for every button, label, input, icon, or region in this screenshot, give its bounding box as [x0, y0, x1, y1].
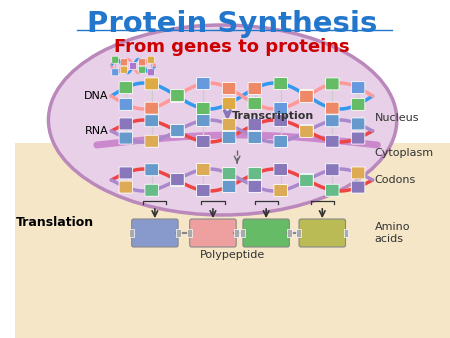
FancyBboxPatch shape [274, 102, 288, 115]
FancyBboxPatch shape [197, 136, 210, 148]
FancyBboxPatch shape [248, 180, 261, 192]
Text: Translation: Translation [16, 217, 94, 230]
Text: Protein Synthesis: Protein Synthesis [87, 10, 378, 38]
FancyBboxPatch shape [274, 185, 288, 196]
FancyBboxPatch shape [119, 98, 133, 110]
FancyBboxPatch shape [300, 174, 313, 186]
FancyBboxPatch shape [325, 78, 339, 90]
Text: Cytoplasm: Cytoplasm [374, 148, 434, 158]
FancyBboxPatch shape [197, 102, 210, 115]
FancyBboxPatch shape [274, 77, 288, 90]
FancyBboxPatch shape [121, 59, 127, 66]
FancyBboxPatch shape [171, 174, 184, 186]
FancyBboxPatch shape [325, 164, 339, 176]
Bar [234, 229, 239, 237]
FancyBboxPatch shape [197, 185, 210, 196]
FancyBboxPatch shape [248, 82, 261, 94]
FancyBboxPatch shape [325, 184, 339, 196]
Text: Nucleus: Nucleus [374, 113, 419, 123]
FancyBboxPatch shape [112, 69, 119, 76]
FancyBboxPatch shape [171, 125, 184, 138]
Bar [296, 229, 301, 237]
FancyBboxPatch shape [300, 125, 313, 138]
FancyBboxPatch shape [119, 132, 133, 144]
FancyBboxPatch shape [145, 135, 158, 147]
FancyBboxPatch shape [119, 82, 133, 94]
Text: RNA: RNA [85, 126, 108, 136]
FancyBboxPatch shape [300, 174, 313, 187]
Bar [240, 229, 245, 237]
FancyBboxPatch shape [112, 56, 119, 63]
FancyBboxPatch shape [190, 219, 236, 247]
FancyBboxPatch shape [197, 164, 210, 175]
FancyBboxPatch shape [145, 102, 158, 114]
FancyBboxPatch shape [139, 59, 145, 66]
FancyBboxPatch shape [171, 90, 184, 101]
FancyBboxPatch shape [300, 91, 313, 102]
FancyBboxPatch shape [325, 102, 339, 114]
FancyBboxPatch shape [121, 66, 127, 73]
FancyBboxPatch shape [325, 115, 339, 127]
Text: Polypeptide: Polypeptide [200, 250, 265, 260]
FancyBboxPatch shape [248, 119, 261, 130]
FancyBboxPatch shape [145, 164, 158, 176]
FancyBboxPatch shape [171, 125, 184, 137]
FancyBboxPatch shape [351, 167, 365, 179]
FancyBboxPatch shape [171, 91, 184, 102]
FancyBboxPatch shape [145, 184, 158, 196]
FancyBboxPatch shape [351, 181, 365, 193]
FancyBboxPatch shape [132, 219, 178, 247]
Text: Transcription: Transcription [232, 111, 315, 121]
Bar [129, 229, 134, 237]
FancyBboxPatch shape [248, 98, 261, 110]
Text: From genes to proteins: From genes to proteins [114, 38, 350, 56]
Ellipse shape [49, 25, 397, 215]
FancyBboxPatch shape [274, 115, 288, 126]
FancyBboxPatch shape [130, 63, 136, 70]
FancyBboxPatch shape [351, 98, 365, 110]
FancyBboxPatch shape [325, 135, 339, 147]
FancyBboxPatch shape [119, 167, 133, 179]
FancyBboxPatch shape [222, 180, 236, 192]
FancyBboxPatch shape [351, 132, 365, 144]
FancyBboxPatch shape [222, 82, 236, 94]
FancyBboxPatch shape [222, 168, 236, 179]
FancyBboxPatch shape [130, 63, 136, 70]
Text: Amino
acids: Amino acids [374, 222, 410, 244]
FancyBboxPatch shape [274, 164, 288, 175]
FancyBboxPatch shape [222, 131, 236, 143]
FancyBboxPatch shape [248, 168, 261, 179]
FancyBboxPatch shape [119, 118, 133, 130]
Bar [343, 229, 348, 237]
FancyBboxPatch shape [299, 219, 346, 247]
FancyBboxPatch shape [145, 78, 158, 90]
FancyBboxPatch shape [300, 125, 313, 137]
FancyBboxPatch shape [171, 174, 184, 187]
FancyBboxPatch shape [243, 219, 289, 247]
FancyBboxPatch shape [222, 98, 236, 110]
FancyBboxPatch shape [148, 56, 154, 63]
Polygon shape [14, 143, 450, 338]
Text: DNA: DNA [84, 91, 108, 101]
FancyBboxPatch shape [351, 82, 365, 94]
FancyBboxPatch shape [119, 181, 133, 193]
Bar [14, 0, 450, 143]
FancyBboxPatch shape [222, 119, 236, 130]
FancyBboxPatch shape [351, 118, 365, 130]
FancyBboxPatch shape [274, 136, 288, 148]
FancyBboxPatch shape [197, 77, 210, 90]
FancyBboxPatch shape [248, 131, 261, 143]
FancyBboxPatch shape [197, 115, 210, 126]
Bar [176, 229, 181, 237]
Bar [187, 229, 192, 237]
Text: Codons: Codons [374, 175, 416, 185]
FancyBboxPatch shape [145, 115, 158, 127]
FancyBboxPatch shape [300, 90, 313, 101]
FancyBboxPatch shape [139, 66, 145, 73]
FancyBboxPatch shape [148, 69, 154, 76]
Bar [288, 229, 292, 237]
